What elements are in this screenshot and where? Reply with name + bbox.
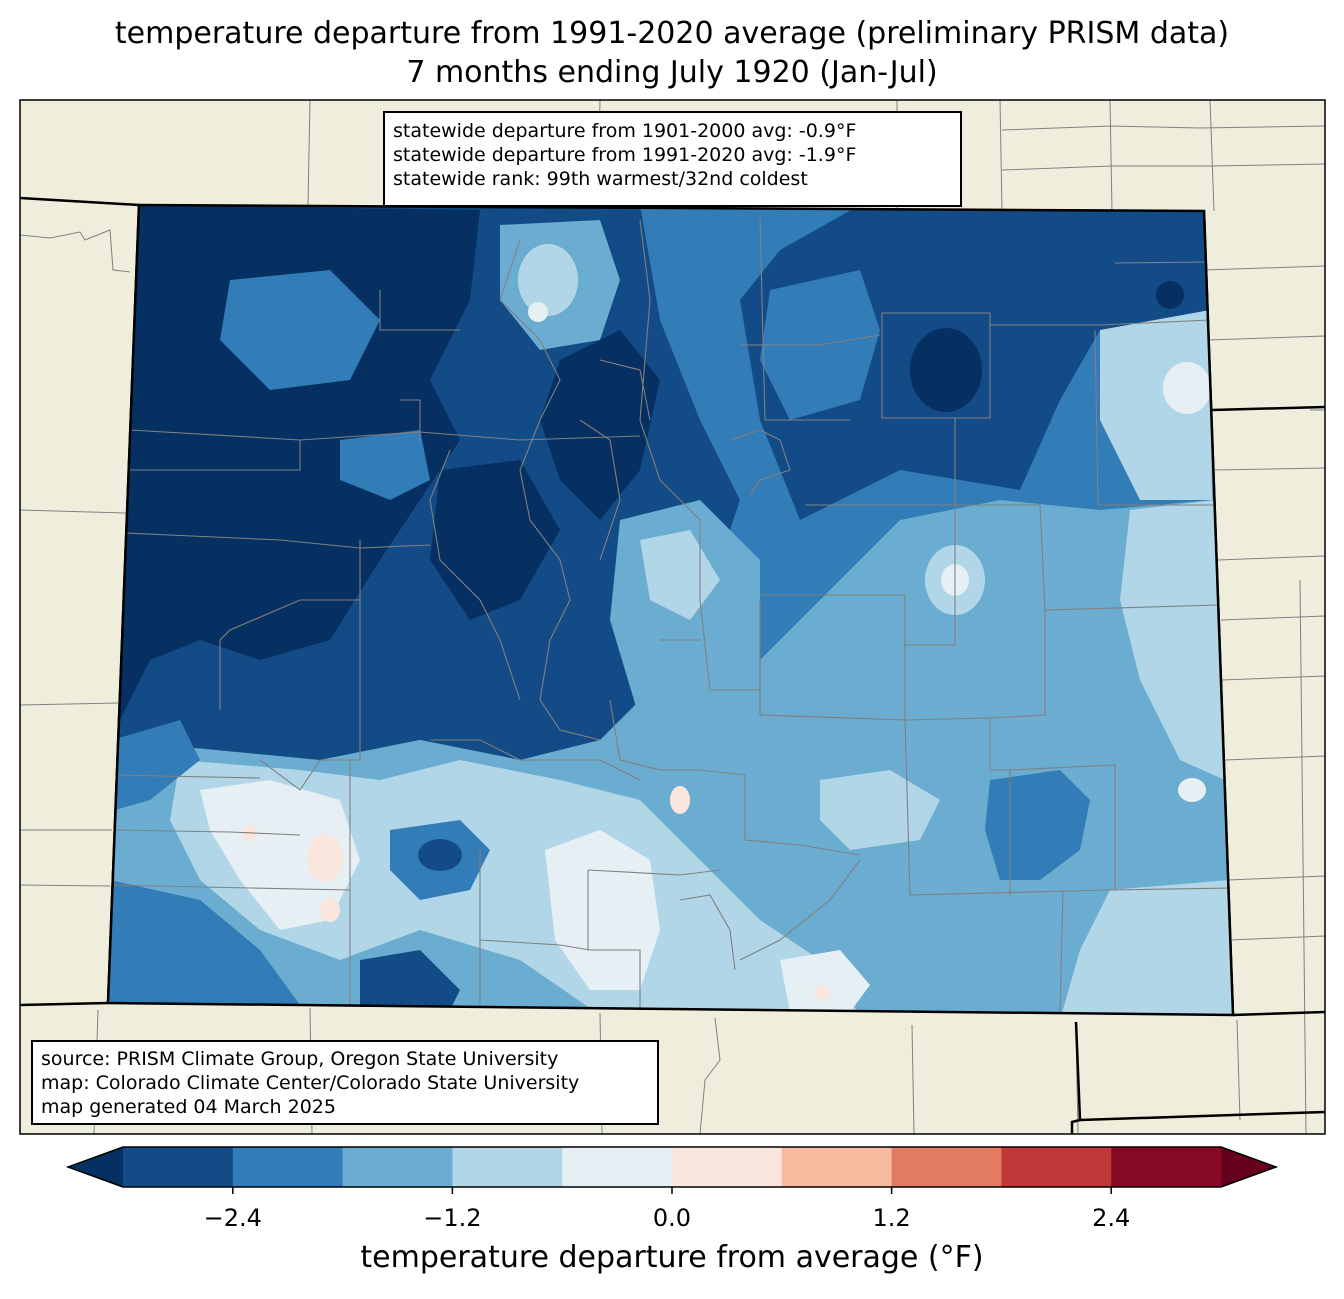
stats-departure-1901-2000: statewide departure from 1901-2000 avg: …: [393, 120, 857, 142]
departure-zone: [220, 270, 380, 390]
colorbar-segment: [232, 1147, 344, 1187]
stats-departure-1991-2020: statewide departure from 1991-2020 avg: …: [393, 144, 857, 166]
stats-rank: statewide rank: 99th warmest/32nd coldes…: [393, 168, 808, 190]
map-title-line2: 7 months ending July 1920 (Jan-Jul): [406, 55, 938, 90]
colorbar-tick-label: 0.0: [652, 1204, 692, 1232]
colorado-departure-field: [108, 205, 1233, 1015]
departure-zone: [360, 950, 460, 1010]
departure-zone: [1120, 500, 1225, 780]
departure-zone: [780, 950, 870, 1012]
departure-zone: [820, 770, 940, 850]
colorbar-tick-label: 1.2: [872, 1204, 911, 1232]
generated-date-line: map generated 04 March 2025: [41, 1096, 336, 1118]
colorbar-extend-high: [1221, 1147, 1276, 1187]
source-credit-box: source: PRISM Climate Group, Oregon Stat…: [31, 1040, 659, 1125]
departure-zone: [340, 430, 430, 500]
colorado-county-lines: [109, 217, 1231, 1015]
departure-zone: [540, 330, 660, 520]
colorbar-segment: [452, 1147, 563, 1187]
colorado-state-border: [106, 203, 1235, 1017]
departure-zone: [1178, 778, 1206, 802]
colorbar-tick-label: −1.2: [423, 1204, 482, 1232]
colorbar-segment: [672, 1147, 783, 1187]
colorbar-segment: [562, 1147, 673, 1187]
colorbar-outline: [65, 1146, 1279, 1188]
colorbar-segment: [891, 1147, 1002, 1187]
departure-zone: [307, 834, 343, 882]
statewide-stats-box: statewide departure from 1901-2000 avg: …: [383, 111, 962, 207]
map-title-line1: temperature departure from 1991-2020 ave…: [114, 16, 1230, 51]
colorbar-label: temperature departure from average (°F): [360, 1240, 984, 1275]
departure-zone: [418, 839, 462, 871]
colorbar: [65, 1146, 1279, 1194]
departure-zone: [1060, 880, 1233, 1015]
departure-zone: [112, 720, 200, 810]
departure-zone: [1156, 281, 1184, 309]
departure-zone: [200, 780, 360, 930]
departure-zone: [320, 898, 340, 922]
departure-zone: [528, 302, 548, 322]
source-line: source: PRISM Climate Group, Oregon Stat…: [41, 1048, 559, 1070]
departure-zone: [1100, 310, 1212, 500]
departure-zone: [910, 328, 982, 412]
departure-zone: [518, 244, 578, 316]
departure-zone: [108, 880, 300, 1005]
departure-zone: [985, 770, 1090, 880]
colorbar-segment: [781, 1147, 893, 1187]
colorbar-segment: [123, 1147, 234, 1187]
map-frame-border: [19, 99, 1326, 1135]
colorbar-segment: [1001, 1147, 1112, 1187]
departure-zone: [670, 786, 690, 814]
departure-zone: [430, 460, 560, 620]
departure-zone: [814, 985, 830, 1001]
map-credit-line: map: Colorado Climate Center/Colorado St…: [41, 1072, 580, 1094]
departure-zone: [1163, 362, 1211, 414]
colorbar-tick-label: −2.4: [203, 1204, 262, 1232]
colorbar-extend-low: [68, 1147, 123, 1187]
colorbar-tick-label: 2.4: [1092, 1204, 1131, 1232]
colorbar-segment: [1111, 1147, 1222, 1187]
colorbar-segment: [342, 1147, 453, 1187]
